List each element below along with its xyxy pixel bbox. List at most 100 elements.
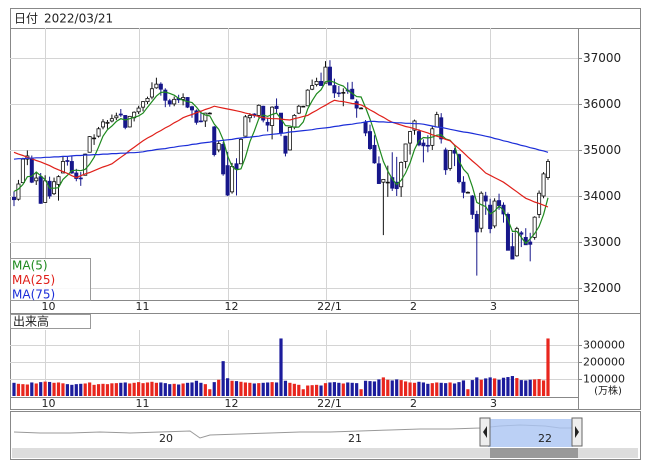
candle-body bbox=[265, 121, 270, 126]
candle-body bbox=[274, 105, 279, 109]
legend-label: MA(25) bbox=[12, 273, 55, 287]
volume-bar bbox=[541, 380, 546, 396]
volume-bar bbox=[363, 380, 368, 396]
volume-bar bbox=[21, 384, 25, 396]
candle-body bbox=[127, 115, 132, 128]
volume-bar bbox=[328, 382, 332, 396]
candle-body bbox=[301, 105, 306, 108]
candle-body bbox=[403, 143, 408, 162]
candle-body bbox=[505, 213, 510, 251]
volume-bar bbox=[252, 383, 256, 396]
volume-bar bbox=[457, 382, 461, 396]
candle-body bbox=[528, 241, 533, 245]
volume-bar bbox=[510, 376, 514, 396]
candle-body bbox=[399, 161, 404, 188]
volume-bar bbox=[519, 380, 523, 396]
candle-body bbox=[488, 204, 493, 230]
volume-bar bbox=[34, 383, 38, 396]
candle-body bbox=[359, 107, 364, 110]
candle-body bbox=[87, 136, 92, 153]
volume-bar bbox=[417, 381, 421, 396]
left-arrow-icon bbox=[483, 426, 487, 438]
candle-body bbox=[207, 112, 212, 115]
candle-body bbox=[470, 195, 475, 215]
candle-body bbox=[78, 177, 83, 180]
scrollbar-track[interactable] bbox=[12, 448, 638, 458]
volume-bar bbox=[92, 384, 96, 396]
candle-body bbox=[363, 121, 368, 134]
y-tick-label: 34000 bbox=[583, 189, 621, 203]
volume-bar bbox=[386, 379, 390, 396]
candle-body bbox=[287, 127, 292, 151]
y-tick-label: 100000 bbox=[583, 373, 625, 386]
candle-body bbox=[372, 144, 377, 164]
candle-body bbox=[43, 180, 48, 203]
volume-bar bbox=[488, 377, 492, 396]
volume-bar bbox=[56, 382, 61, 396]
volume-bar bbox=[163, 383, 167, 396]
volume-bar bbox=[114, 383, 118, 396]
volume-bar bbox=[292, 383, 296, 396]
volume-bar bbox=[444, 383, 448, 396]
candle-body bbox=[154, 83, 159, 89]
volume-bar bbox=[310, 385, 314, 396]
volume-title-box bbox=[10, 314, 91, 329]
candle-body bbox=[425, 144, 430, 147]
candle-body bbox=[323, 66, 328, 84]
volume-bar bbox=[79, 383, 83, 396]
candle-body bbox=[101, 121, 106, 128]
ma-line bbox=[13, 99, 549, 208]
volume-bar bbox=[337, 382, 341, 396]
candle-body bbox=[492, 200, 497, 227]
candle-body bbox=[465, 191, 470, 194]
volume-bar bbox=[48, 381, 52, 396]
volume-bar bbox=[105, 384, 110, 396]
volume-bar bbox=[239, 381, 243, 396]
volume-bar bbox=[479, 379, 483, 396]
volume-bar bbox=[168, 384, 172, 396]
candle-body bbox=[20, 158, 25, 184]
volume-bar bbox=[452, 383, 457, 396]
legend-label: MA(75) bbox=[12, 288, 55, 302]
candle-body bbox=[238, 138, 243, 165]
candle-body bbox=[34, 177, 39, 182]
navigator-selection[interactable] bbox=[488, 419, 573, 447]
volume-bar bbox=[96, 384, 101, 396]
candle-body bbox=[247, 115, 252, 119]
volume-bar bbox=[355, 383, 359, 396]
volume-bar bbox=[132, 382, 136, 396]
candle-body bbox=[172, 98, 177, 105]
candle-body bbox=[74, 172, 79, 179]
volume-bar bbox=[266, 382, 270, 396]
volume-bar bbox=[537, 379, 541, 396]
y-tick-label: 33000 bbox=[583, 235, 621, 249]
y-tick-label: 35000 bbox=[583, 143, 621, 157]
candle-body bbox=[261, 105, 266, 121]
candle-body bbox=[118, 113, 123, 116]
volume-bar bbox=[341, 383, 345, 396]
volume-bar bbox=[506, 377, 510, 396]
volume-bar bbox=[190, 382, 194, 396]
volume-bar bbox=[359, 389, 363, 396]
x-tick-label: 2 bbox=[410, 397, 417, 410]
candle-body bbox=[216, 143, 221, 151]
volume-bar bbox=[12, 382, 16, 396]
volume-bar bbox=[141, 383, 145, 396]
volume-bar bbox=[497, 379, 501, 396]
volume-bar bbox=[279, 338, 283, 396]
scrollbar-thumb[interactable] bbox=[490, 448, 578, 458]
candle-body bbox=[408, 131, 413, 144]
volume-bar bbox=[16, 383, 21, 396]
candle-body bbox=[29, 158, 34, 183]
x-tick-label: 2 bbox=[410, 300, 417, 313]
ma-line bbox=[13, 120, 549, 160]
candle-body bbox=[332, 85, 337, 94]
candle-body bbox=[96, 128, 101, 137]
candle-body bbox=[296, 105, 301, 114]
candle-body bbox=[114, 115, 119, 119]
volume-bar bbox=[315, 384, 319, 396]
candle-body bbox=[283, 135, 288, 154]
y-tick-label: 32000 bbox=[583, 281, 621, 295]
candle-body bbox=[434, 114, 439, 128]
